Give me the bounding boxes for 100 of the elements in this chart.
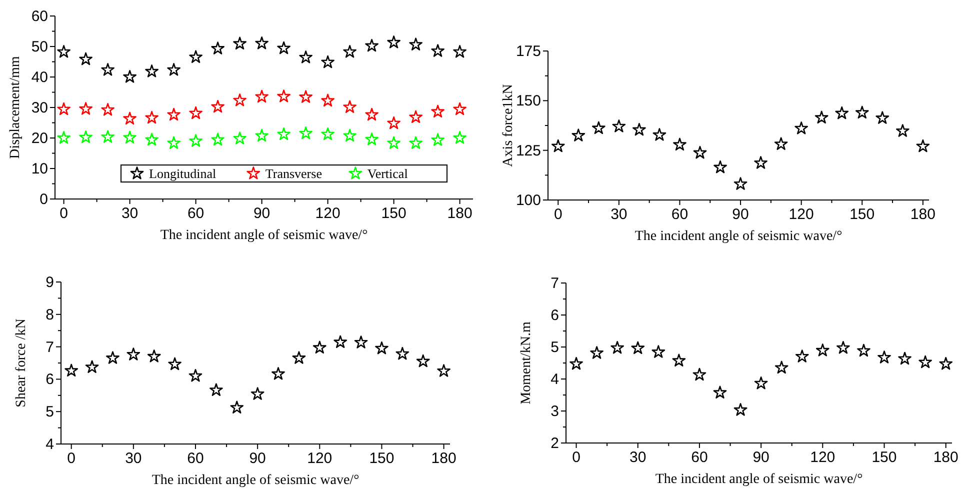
point — [416, 354, 430, 368]
point — [713, 386, 727, 399]
x-tick-label: 30 — [125, 450, 142, 467]
point — [816, 344, 830, 356]
point — [453, 131, 466, 144]
point — [211, 42, 224, 54]
y-tick-label: 175 — [516, 43, 541, 60]
y-tick-label: 3 — [550, 403, 559, 420]
point — [795, 350, 809, 362]
point — [794, 122, 808, 134]
x-tick-label: 120 — [307, 450, 332, 467]
point — [610, 340, 624, 354]
point — [939, 356, 953, 370]
point — [167, 63, 180, 76]
point — [79, 102, 92, 115]
y-tick-label: 7 — [550, 275, 559, 292]
y-tick-label: 8 — [46, 306, 54, 324]
x-tick-label: 90 — [752, 449, 770, 466]
x-tick-label: 60 — [671, 206, 688, 223]
y-tick-label: 4 — [550, 371, 559, 388]
point — [612, 120, 626, 132]
x-tick-label: 0 — [60, 205, 68, 222]
point — [774, 360, 788, 374]
x-tick-label: 60 — [187, 205, 204, 222]
y-tick-label: 10 — [31, 160, 48, 178]
point — [387, 36, 400, 48]
point — [453, 102, 466, 116]
point — [365, 38, 378, 52]
point — [321, 127, 334, 140]
point — [734, 177, 748, 190]
point — [188, 368, 202, 382]
y-tick-label: 5 — [46, 404, 54, 421]
point — [85, 360, 99, 373]
point — [431, 44, 444, 57]
legend-label: Longitudinal — [149, 166, 217, 181]
x-tick-label: 150 — [369, 450, 394, 467]
point — [814, 110, 828, 124]
y-tick-label: 0 — [40, 191, 48, 208]
point — [312, 340, 326, 354]
point — [277, 41, 290, 54]
point — [123, 70, 136, 83]
point — [101, 130, 114, 143]
point — [672, 354, 686, 367]
y-tick-label: 7 — [46, 338, 54, 356]
point — [255, 36, 268, 50]
x-axis-title: The incident angle of seismic wave/° — [160, 228, 368, 243]
point — [147, 350, 161, 362]
point — [168, 357, 182, 370]
point — [714, 160, 727, 174]
y-tick-label: 100 — [516, 192, 541, 209]
point — [365, 108, 378, 121]
point — [431, 104, 444, 118]
point — [835, 106, 849, 120]
point — [233, 94, 246, 106]
y-tick-label: 5 — [550, 339, 559, 356]
point — [277, 90, 290, 102]
point — [918, 355, 932, 368]
point — [590, 346, 604, 359]
point — [167, 108, 180, 121]
point — [211, 100, 224, 113]
point — [754, 156, 768, 169]
point — [693, 146, 707, 159]
y-axis-title: Displacement/mm — [8, 56, 23, 159]
point — [64, 364, 78, 377]
point — [855, 106, 869, 119]
point — [233, 36, 246, 50]
x-tick-label: 30 — [630, 449, 646, 466]
y-axis-title: Shear force /kN — [14, 318, 29, 408]
point — [876, 111, 890, 124]
point — [79, 130, 92, 144]
point — [774, 137, 788, 150]
x-axis-title: The incident angle of seismic wave/° — [634, 229, 842, 244]
point — [189, 134, 202, 147]
point — [189, 106, 202, 120]
x-tick-label: 120 — [810, 449, 836, 466]
y-tick-label: 30 — [31, 100, 48, 116]
y-tick-label: 40 — [31, 69, 48, 86]
y-tick-label: 150 — [516, 92, 541, 110]
y-tick-label: 20 — [31, 130, 48, 147]
point — [343, 45, 356, 58]
point — [592, 121, 606, 134]
x-tick-label: 60 — [691, 449, 708, 466]
point — [145, 110, 158, 124]
x-tick-label: 0 — [572, 449, 580, 466]
point — [754, 376, 768, 390]
y-tick-label: 60 — [31, 8, 48, 25]
point — [101, 63, 114, 76]
x-tick-label: 150 — [850, 206, 875, 223]
point — [210, 383, 223, 396]
point — [409, 38, 422, 50]
point — [652, 128, 666, 141]
x-tick-label: 180 — [910, 206, 936, 223]
point — [211, 132, 224, 146]
point — [652, 345, 666, 358]
point — [396, 346, 410, 360]
legend-label: Vertical — [367, 166, 408, 181]
point — [898, 352, 912, 365]
x-tick-label: 90 — [732, 206, 749, 223]
x-tick-label: 180 — [447, 205, 472, 222]
x-tick-label: 90 — [253, 205, 270, 222]
